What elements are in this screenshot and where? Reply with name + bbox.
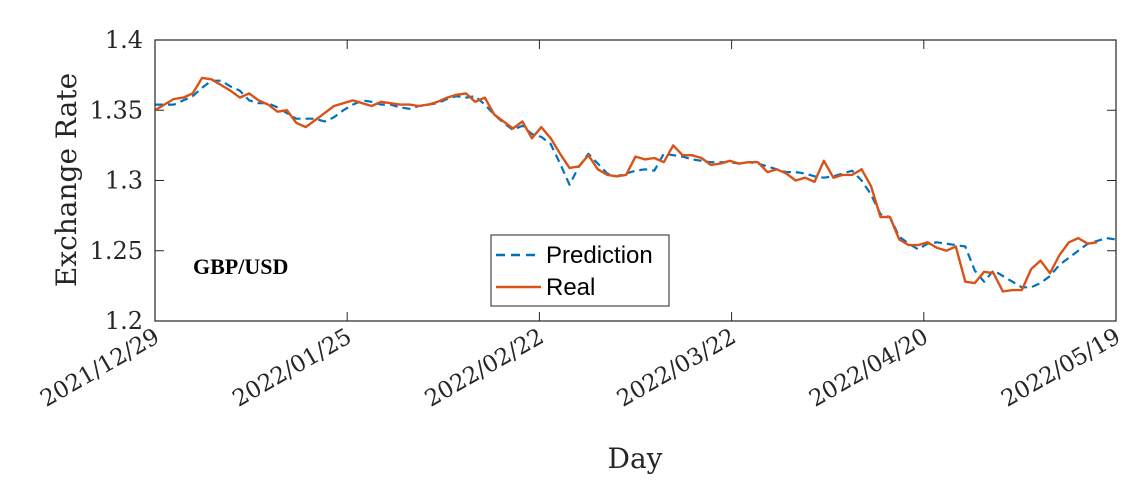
y-axis-label: Exchange Rate bbox=[50, 73, 83, 287]
y-tick-label: 1.3 bbox=[105, 167, 143, 195]
y-tick-label: 1.4 bbox=[105, 26, 143, 54]
y-tick-label: 1.25 bbox=[90, 237, 143, 265]
y-tick-label: 1.35 bbox=[90, 96, 143, 124]
legend-real-label: Real bbox=[546, 274, 595, 301]
legend-box bbox=[490, 234, 670, 307]
y-tick-label: 1.2 bbox=[105, 307, 143, 335]
series-line-real bbox=[154, 76, 1098, 293]
currency-pair-annotation: GBP/USD bbox=[193, 254, 288, 279]
series-group bbox=[154, 76, 1117, 293]
legend-prediction-label: Prediction bbox=[546, 242, 653, 269]
y-axis-ticks: 1.2 1.25 1.3 1.35 1.4 bbox=[90, 26, 1116, 335]
legend: Prediction Real bbox=[490, 234, 670, 307]
x-axis-label: Day bbox=[608, 442, 663, 475]
plot-frame bbox=[154, 39, 1117, 322]
